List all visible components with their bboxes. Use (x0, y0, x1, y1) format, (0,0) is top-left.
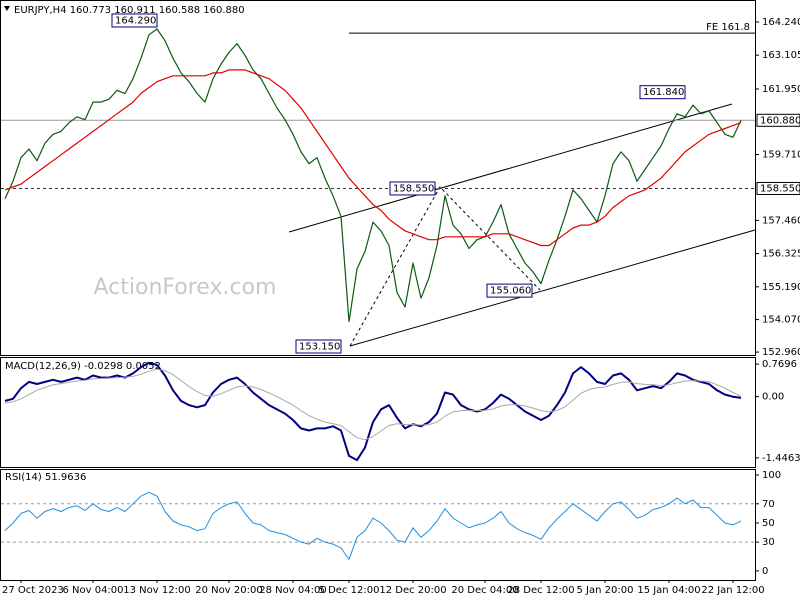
macd-pane (0, 357, 756, 468)
x-tick-label: 13 Nov 12:00 (123, 585, 190, 596)
series-line (4, 368, 742, 441)
x-tick-label: 5 Dec 12:00 (319, 585, 380, 596)
y-tick-label: 0 (762, 566, 768, 577)
y-tick-label: 161.950 (762, 84, 800, 95)
level-label-box (756, 113, 800, 127)
y-tick-label: 154.070 (762, 315, 800, 326)
level-label: 158.550 (760, 183, 800, 194)
y-tick-label: -1.4463 (762, 453, 800, 464)
price-label-box (111, 13, 158, 28)
price-title: EURJPY,H4 160.773 160.911 160.588 160.88… (14, 5, 245, 16)
price-label-box (486, 283, 533, 298)
channel-lower (349, 229, 756, 347)
series-line (4, 69, 742, 247)
fe-label: FE 161.8 (706, 22, 750, 33)
price-label: 161.840 (643, 87, 684, 98)
y-tick-label: 50 (762, 518, 775, 529)
x-tick-label: 5 Jan 20:00 (577, 585, 634, 596)
price-label-box (389, 181, 436, 196)
x-tick-label: 12 Dec 20:00 (379, 585, 446, 596)
y-tick-label: 0.7696 (762, 359, 797, 370)
y-tick-label: 70 (762, 499, 775, 510)
y-tick-label: 100 (762, 470, 781, 481)
x-tick-label: 6 Nov 04:00 (62, 585, 123, 596)
y-tick-label: 155.190 (762, 282, 800, 293)
y-tick-label: 30 (762, 537, 775, 548)
y-tick-label: 163.105 (762, 50, 800, 61)
series-line (4, 28, 742, 323)
watermark: ActionForex.com (94, 275, 277, 300)
y-tick-label: 159.710 (762, 150, 800, 161)
level-label-box (756, 181, 800, 195)
y-tick-label: 0.00 (762, 392, 784, 403)
price-label: 164.290 (115, 15, 156, 26)
channel-upper (288, 103, 733, 233)
price-pane (0, 0, 756, 356)
macd-title: MACD(12,26,9) -0.0298 0.0052 (5, 361, 161, 372)
x-tick-label: 15 Jan 04:00 (637, 585, 700, 596)
series-line (4, 491, 742, 560)
x-tick-label: 27 Oct 2023 (2, 585, 64, 596)
rsi-pane (0, 469, 756, 581)
x-tick-label: 20 Nov 20:00 (195, 585, 262, 596)
y-tick-label: 152.960 (762, 347, 800, 358)
price-label-box (639, 85, 686, 100)
price-label: 153.150 (299, 342, 340, 353)
series-line (4, 361, 742, 462)
x-tick-label: 20 Dec 04:00 (451, 585, 518, 596)
x-tick-label: 28 Dec 12:00 (507, 585, 574, 596)
rsi-title: RSI(14) 51.9636 (5, 472, 86, 483)
y-tick-label: 156.325 (762, 249, 800, 260)
symbol-icon (4, 6, 10, 11)
zigzag (349, 186, 541, 347)
level-label: 160.880 (760, 115, 800, 126)
price-label: 155.060 (490, 286, 531, 297)
price-label-box (295, 339, 342, 354)
price-label: 158.550 (393, 183, 434, 194)
x-tick-label: 22 Jan 12:00 (701, 585, 764, 596)
y-tick-label: 164.240 (762, 17, 800, 28)
y-tick-label: 157.460 (762, 215, 800, 226)
x-tick-label: 28 Nov 04:00 (259, 585, 326, 596)
